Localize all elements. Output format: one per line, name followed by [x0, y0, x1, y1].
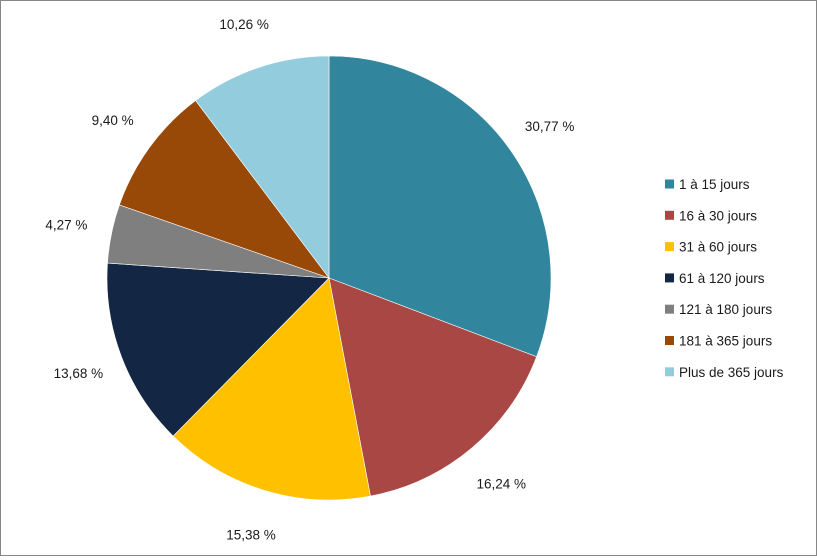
- pie-slice-61-a-120-jours: [106, 262, 330, 437]
- legend-item-1-a-15-jours: 1 à 15 jours: [665, 177, 750, 192]
- legend-swatch: [665, 179, 674, 189]
- legend-item-plus-de-365-jours: Plus de 365 jours: [665, 365, 784, 380]
- data-label-16-a-30-jours: 16,24 %: [477, 476, 527, 491]
- legend-label: 121 à 180 jours: [679, 302, 772, 317]
- legend-item-121-a-180-jours: 121 à 180 jours: [665, 302, 772, 317]
- pie-slice-1-a-15-jours: [328, 55, 552, 358]
- legend-label: Plus de 365 jours: [679, 365, 784, 380]
- legend-swatch: [665, 367, 674, 377]
- legend-swatch: [665, 273, 674, 283]
- data-label-31-a-60-jours: 15,38 %: [226, 527, 276, 542]
- pie-slice-31-a-60-jours: [172, 277, 371, 501]
- legend-item-181-a-365-jours: 181 à 365 jours: [665, 334, 772, 349]
- pie-slice-plus-de-365-jours: [195, 55, 330, 279]
- legend-label: 181 à 365 jours: [679, 334, 772, 349]
- legend-swatch: [665, 304, 674, 314]
- legend-label: 31 à 60 jours: [679, 240, 757, 255]
- data-label-181-a-365-jours: 9,40 %: [92, 113, 134, 128]
- pie-slices: [106, 55, 552, 501]
- legend-swatch: [665, 336, 674, 345]
- legend: 1 à 15 jours 16 à 30 jours 31 à 60 jours 61…: [665, 177, 784, 380]
- legend-label: 16 à 30 jours: [679, 208, 757, 223]
- legend-label: 1 à 15 jours: [679, 177, 750, 192]
- legend-item-61-a-120-jours: 61 à 120 jours: [665, 271, 765, 286]
- pie-slice-16-a-30-jours: [328, 277, 537, 497]
- data-label-plus-de-365-jours: 10,26 %: [219, 17, 269, 32]
- data-labels: 30,77 % 16,24 % 15,38 % 13,68 % 4,27 % 9,40 %…: [45, 17, 574, 543]
- data-label-61-a-120-jours: 13,68 %: [54, 366, 104, 381]
- legend-item-31-a-60-jours: 31 à 60 jours: [665, 240, 757, 255]
- legend-swatch: [665, 242, 674, 252]
- data-label-121-a-180-jours: 4,27 %: [45, 217, 87, 232]
- pie-slice-181-a-365-jours: [118, 100, 330, 279]
- legend-item-16-a-30-jours: 16 à 30 jours: [665, 208, 757, 223]
- legend-swatch: [665, 210, 674, 220]
- data-label-1-a-15-jours: 30,77 %: [525, 119, 575, 134]
- legend-label: 61 à 120 jours: [679, 271, 765, 286]
